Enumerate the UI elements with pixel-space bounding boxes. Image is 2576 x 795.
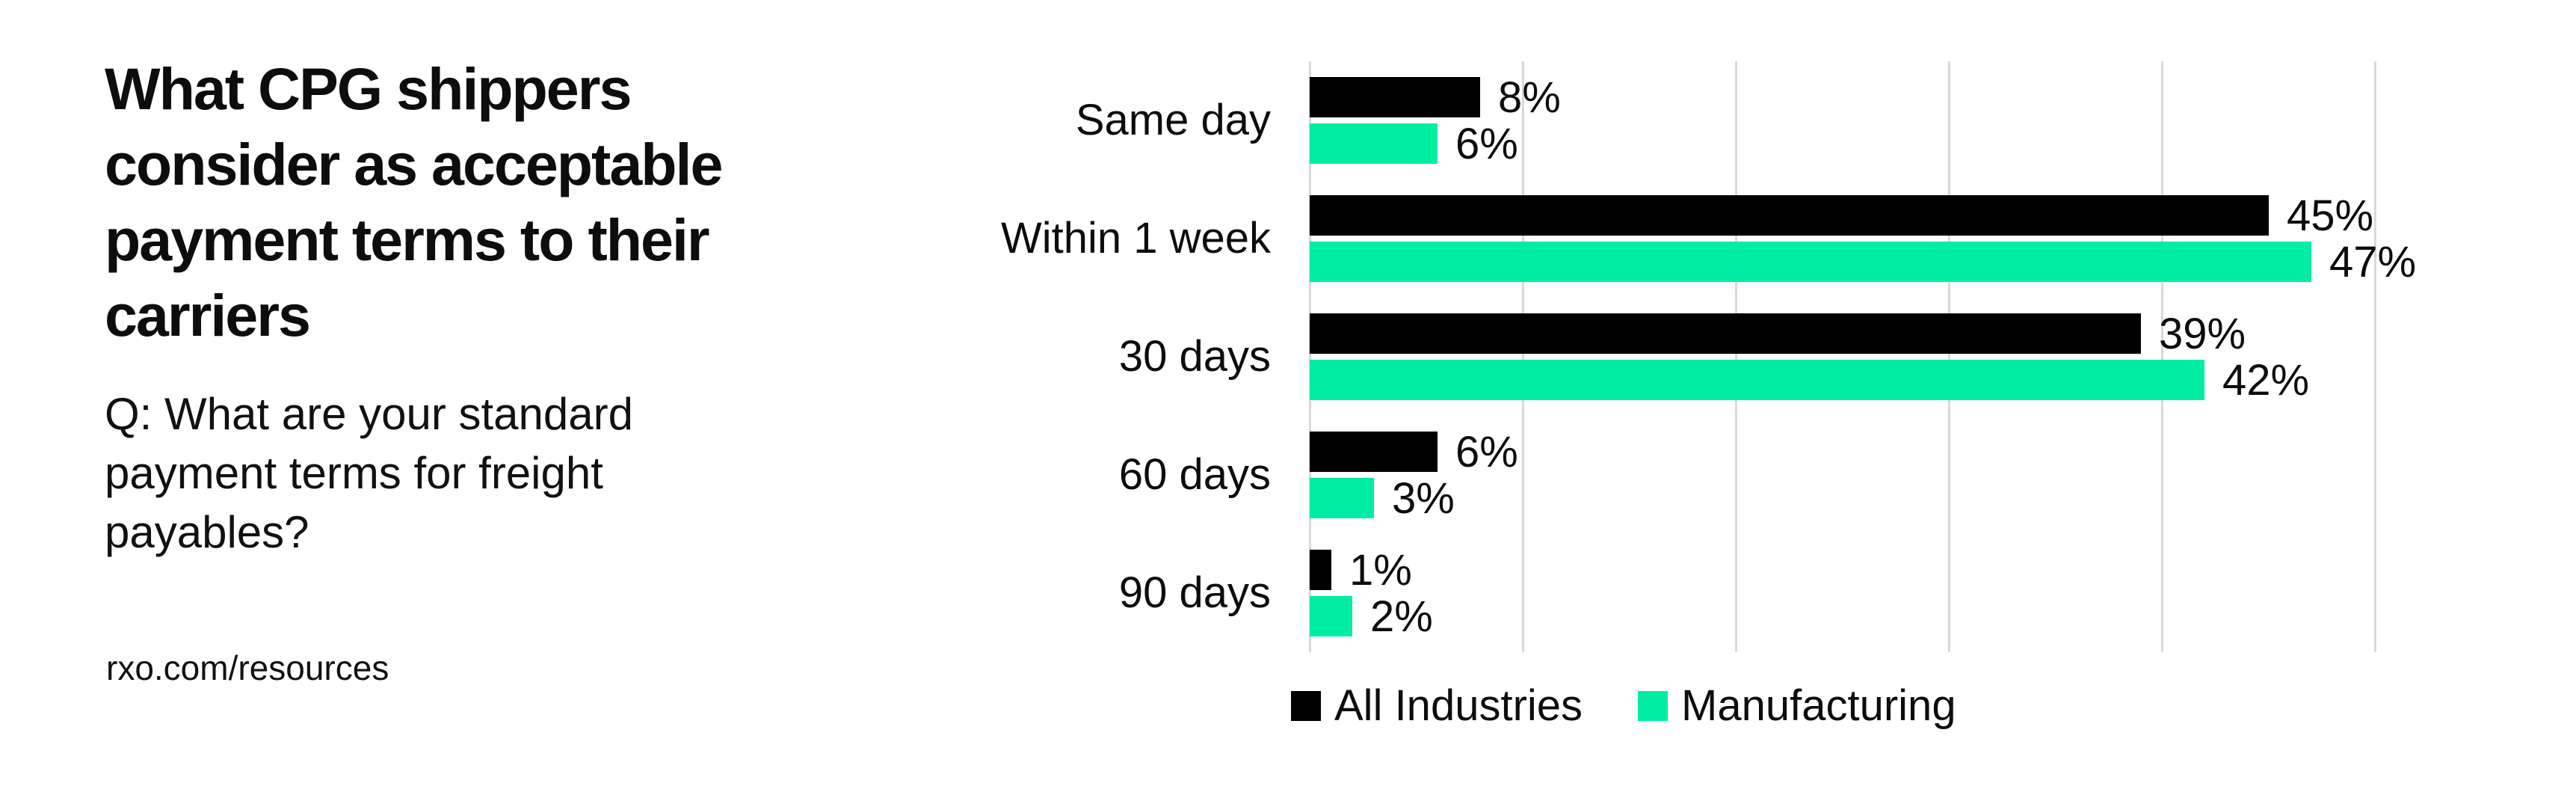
survey-question-line: Q: What are your standard: [105, 389, 633, 439]
bar-manufacturing: [1310, 123, 1438, 164]
legend-item-manufacturing: Manufacturing: [1638, 682, 1956, 730]
legend: All Industries Manufacturing: [1291, 682, 1956, 730]
page-title-line: carriers: [105, 282, 311, 349]
bar-all-industries: [1310, 550, 1331, 590]
bar-manufacturing: [1310, 596, 1352, 636]
value-label: 6%: [1455, 119, 1518, 168]
value-label: 8%: [1498, 73, 1561, 122]
legend-label: All Industries: [1334, 681, 1583, 730]
value-label: 3%: [1392, 473, 1455, 523]
category-label: 60 days: [1118, 450, 1271, 499]
survey-question: Q: What are your standard payment terms …: [105, 384, 633, 562]
gridline: [2161, 61, 2163, 652]
legend-label: Manufacturing: [1681, 681, 1956, 730]
category-label: 30 days: [1118, 332, 1271, 381]
bar-all-industries: [1310, 195, 2269, 236]
page-title: What CPG shippers consider as acceptable…: [105, 51, 723, 353]
page-title-line: consider as acceptable: [105, 131, 723, 197]
value-label: 6%: [1455, 427, 1518, 476]
gridline: [1948, 61, 1950, 652]
gridline: [1522, 61, 1524, 652]
value-label: 1%: [1349, 545, 1412, 595]
category-label: Same day: [1075, 96, 1271, 144]
gridline: [1309, 61, 1311, 652]
bar-manufacturing: [1310, 242, 2311, 282]
bar-manufacturing: [1310, 360, 2204, 400]
bar-all-industries: [1310, 432, 1438, 472]
legend-swatch-manufacturing: [1638, 691, 1668, 721]
page-title-line: payment terms to their: [105, 206, 710, 273]
survey-question-line: payment terms for freight: [105, 448, 603, 498]
value-label: 47%: [2329, 237, 2417, 286]
legend-item-all-industries: All Industries: [1291, 682, 1583, 730]
value-label: 45%: [2287, 191, 2374, 240]
survey-question-line: payables?: [105, 507, 309, 557]
value-label: 42%: [2222, 355, 2310, 405]
bar-all-industries: [1310, 77, 1480, 117]
page-title-line: What CPG shippers: [105, 55, 632, 122]
category-label: 90 days: [1118, 568, 1271, 617]
bar-all-industries: [1310, 313, 2141, 354]
value-label: 39%: [2159, 309, 2246, 358]
legend-swatch-all-industries: [1291, 691, 1321, 721]
gridline: [2374, 61, 2376, 652]
bar-manufacturing: [1310, 478, 1374, 518]
category-label: Within 1 week: [1000, 214, 1271, 263]
resources-url: rxo.com/resources: [106, 648, 389, 687]
gridline: [1735, 61, 1737, 652]
value-label: 2%: [1370, 592, 1433, 641]
